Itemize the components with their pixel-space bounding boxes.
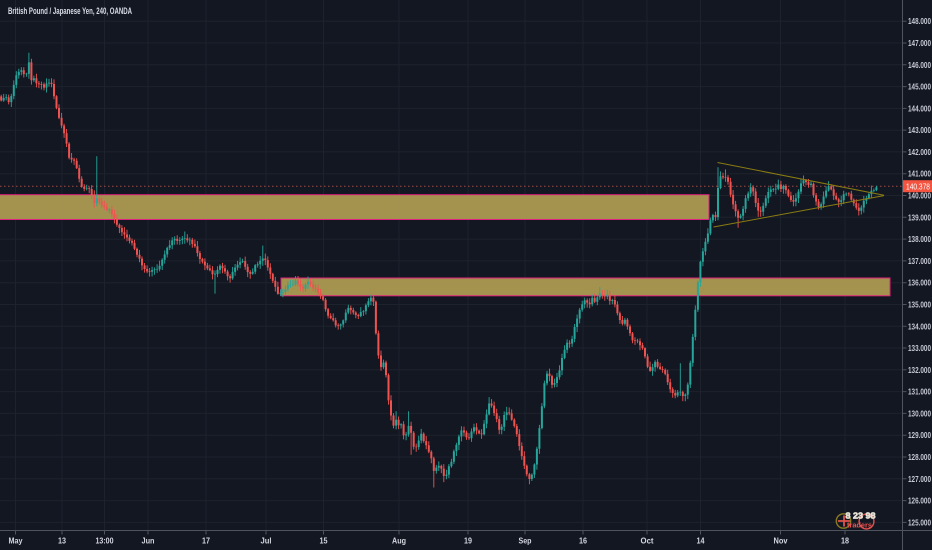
svg-text:Aug: Aug [392,536,406,546]
svg-text:16: 16 [579,536,587,546]
svg-text:145.000: 145.000 [908,82,931,92]
svg-text:14: 14 [697,536,705,546]
svg-text:129.000: 129.000 [908,430,931,440]
svg-text:143.000: 143.000 [908,125,931,135]
svg-text:18: 18 [841,536,849,546]
svg-text:15: 15 [320,536,328,546]
svg-text:147.000: 147.000 [908,38,931,48]
svg-text:126.000: 126.000 [908,496,931,506]
svg-text:142.000: 142.000 [908,147,931,157]
svg-text:13: 13 [58,536,66,546]
svg-text:139.000: 139.000 [908,212,931,222]
svg-text:traders: traders [847,521,872,530]
svg-text:140.378: 140.378 [906,181,930,191]
svg-text:Jun: Jun [142,536,155,546]
svg-text:19: 19 [464,536,472,546]
svg-text:140.000: 140.000 [908,191,931,201]
svg-text:132.000: 132.000 [908,365,931,375]
svg-text:British Pound / Japanese Yen,: British Pound / Japanese Yen, 240, OANDA [8,6,132,17]
svg-text:130.000: 130.000 [908,408,931,418]
svg-text:135.000: 135.000 [908,300,931,310]
svg-text:May: May [9,536,23,546]
svg-text:136.000: 136.000 [908,278,931,288]
svg-text:128.000: 128.000 [908,452,931,462]
svg-text:131.000: 131.000 [908,387,931,397]
svg-text:148.000: 148.000 [908,16,931,26]
svg-text:125.000: 125.000 [908,517,931,527]
svg-text:Oct: Oct [641,536,654,546]
svg-text:17: 17 [202,536,210,546]
svg-text:137.000: 137.000 [908,256,931,266]
svg-text:127.000: 127.000 [908,474,931,484]
svg-text:Nov: Nov [774,536,788,546]
svg-text:138.000: 138.000 [908,234,931,244]
svg-text:144.000: 144.000 [908,103,931,113]
svg-text:146.000: 146.000 [908,60,931,70]
svg-text:134.000: 134.000 [908,321,931,331]
svg-text:13:00: 13:00 [96,536,114,546]
svg-text:Sep: Sep [519,536,532,546]
svg-text:8 23 98: 8 23 98 [846,511,876,521]
svg-text:133.000: 133.000 [908,343,931,353]
svg-text:141.000: 141.000 [908,169,931,179]
svg-text:Jul: Jul [261,536,272,546]
